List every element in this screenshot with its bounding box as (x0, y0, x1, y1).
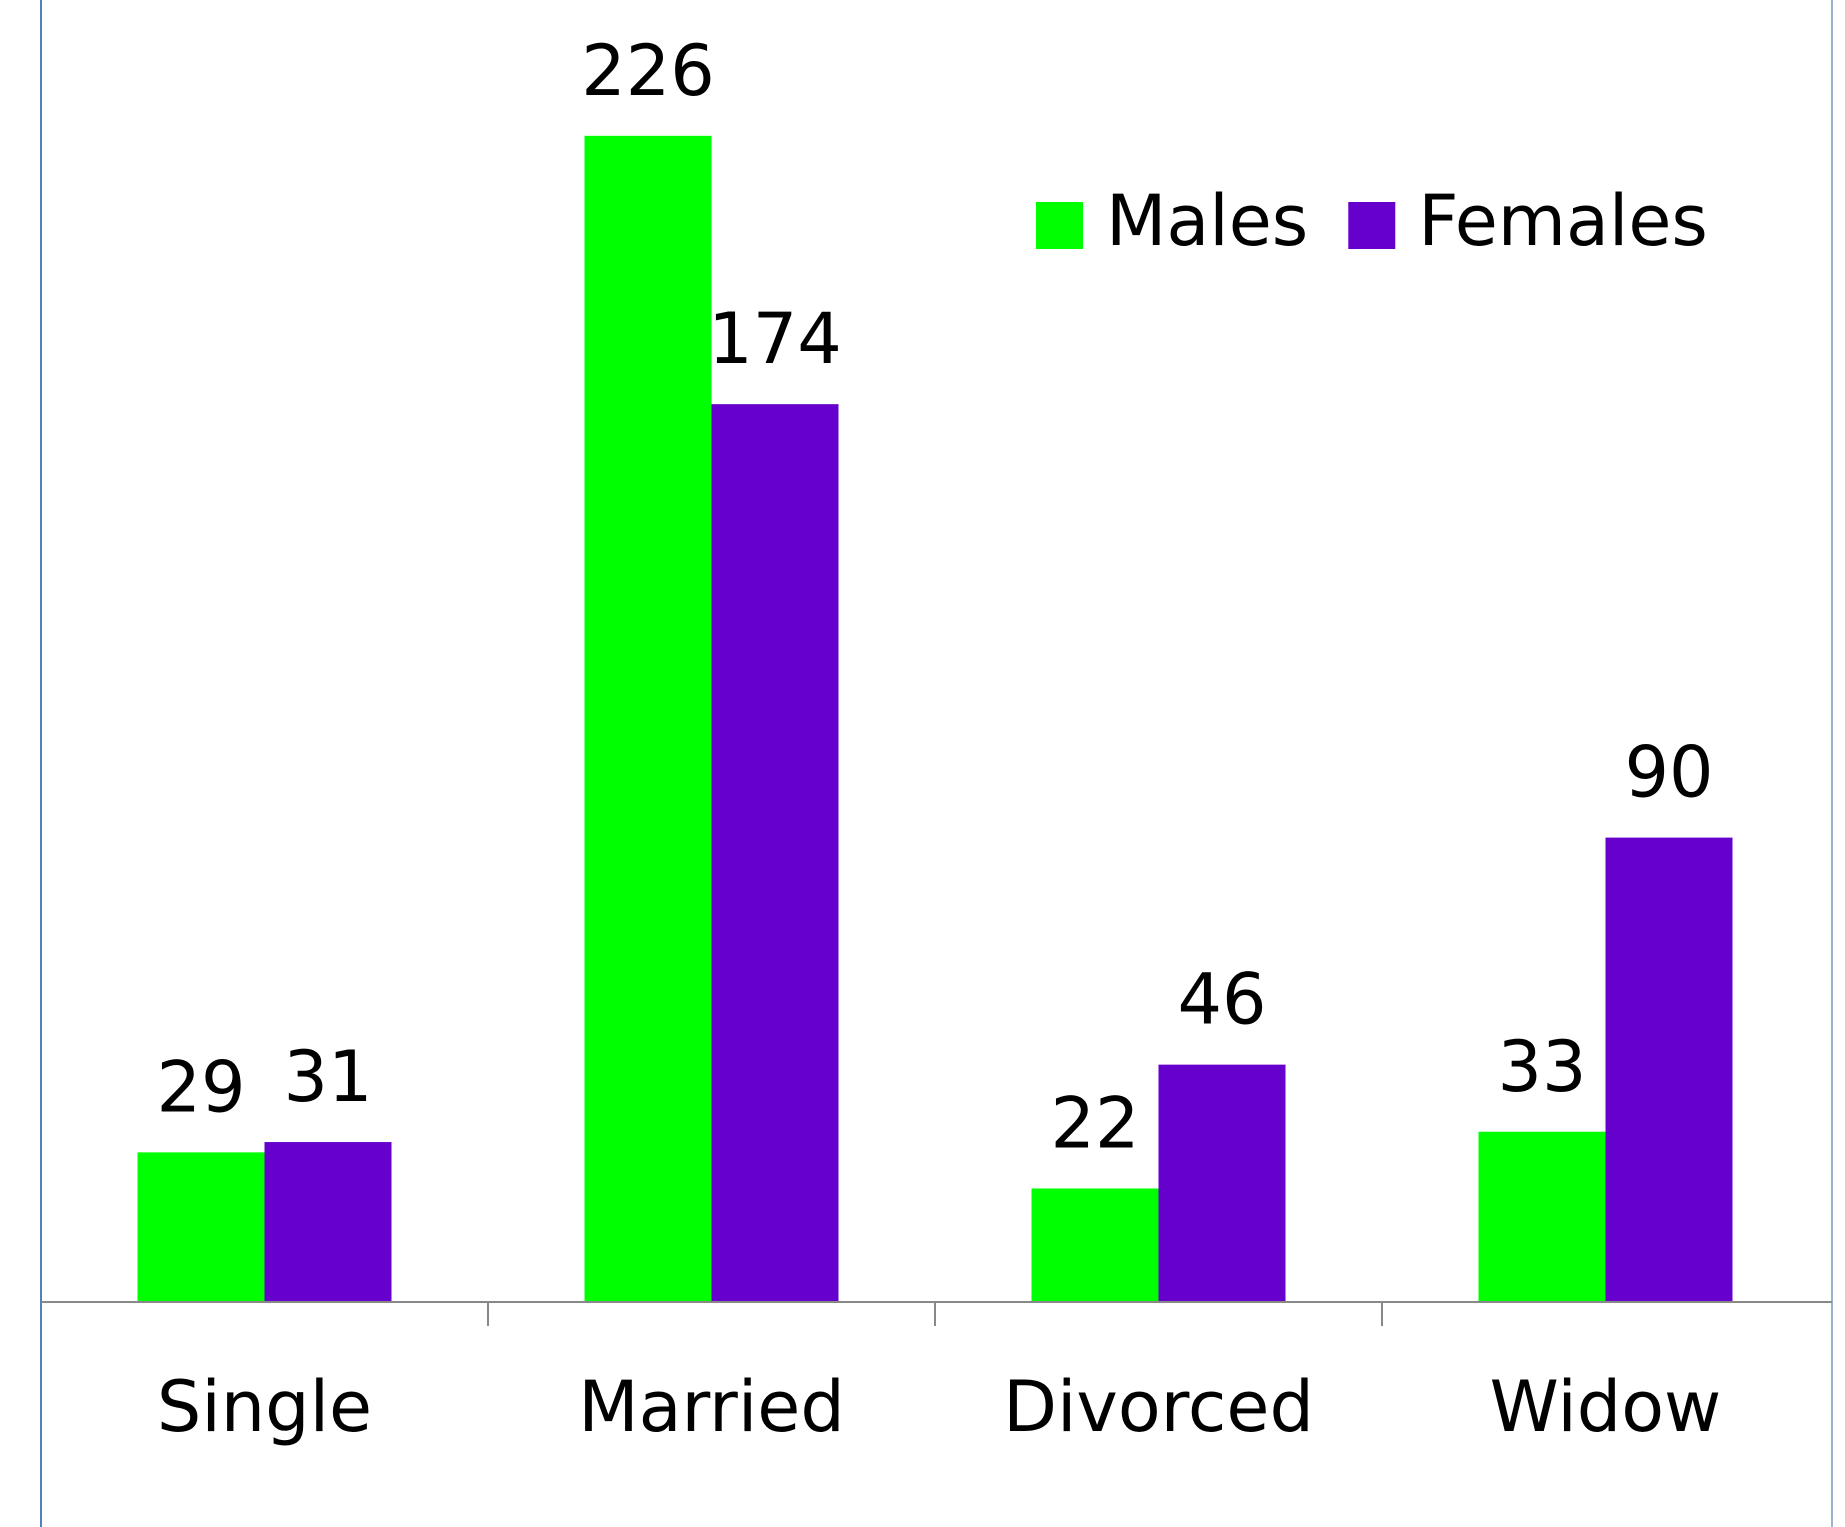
legend-swatch (1348, 202, 1396, 249)
x-tick-label: Widow (1490, 1366, 1722, 1448)
x-tick-label: Divorced (1003, 1366, 1314, 1448)
bar (584, 135, 712, 1303)
bar (1478, 1131, 1606, 1302)
x-tick-label: Single (157, 1366, 372, 1448)
bar (1158, 1064, 1286, 1302)
data-label: 31 (283, 1036, 372, 1118)
legend-swatch (1036, 202, 1083, 249)
legend-label: Males (1106, 180, 1308, 262)
data-label: 46 (1177, 959, 1266, 1041)
data-label: 90 (1624, 732, 1713, 814)
data-label: 29 (156, 1046, 245, 1128)
bar (1031, 1188, 1159, 1302)
data-label: 22 (1050, 1083, 1139, 1165)
data-label: 33 (1497, 1026, 1586, 1108)
data-label: 226 (581, 30, 715, 112)
bar (711, 404, 839, 1302)
bar (264, 1142, 392, 1302)
legend-label: Females (1418, 180, 1708, 262)
bar (1605, 837, 1733, 1302)
x-tick-label: Married (578, 1366, 845, 1448)
bar (137, 1152, 265, 1302)
data-label: 174 (708, 298, 842, 380)
